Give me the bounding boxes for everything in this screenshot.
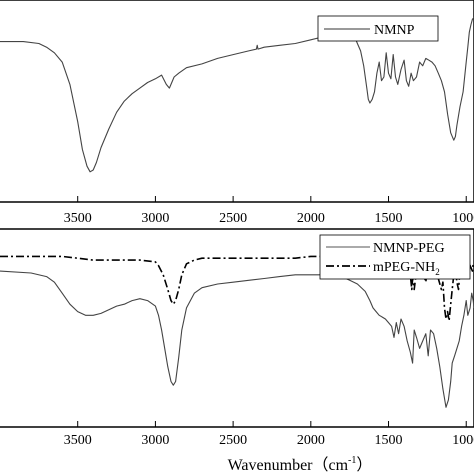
top-x-ticks	[77, 196, 467, 202]
top-series-group	[0, 17, 474, 173]
bottom-legend-box	[319, 234, 471, 280]
bottom-legend-label-nmnp-peg: NMNP-PEG	[373, 241, 445, 256]
bottom-legend: NMNP-PEG mPEG-NH2	[319, 234, 471, 280]
top-panel: 3500 3000 2500 2000 1500 1000 NMNP	[0, 0, 474, 226]
top-plot-frame	[0, 0, 474, 203]
bottom-x-ticks	[77, 421, 467, 427]
bottom-plot-frame	[0, 228, 474, 428]
top-x-tick-label: 2000	[297, 211, 325, 226]
bottom-legend-label-mpeg-nh2: mPEG-NH2	[373, 260, 440, 277]
x-axis-title: Wavenumber（cm-1）	[228, 455, 373, 474]
bottom-x-tick-label: 1000	[452, 433, 474, 448]
top-x-tick-label: 3000	[141, 211, 169, 226]
bottom-panel: 3500 3000 2500 2000 1500 1000 NMNP-PEG mPEG-N…	[0, 228, 474, 448]
bottom-x-tick-labels: 3500 3000 2500 2000 1500 1000	[64, 433, 474, 448]
top-series-line-0	[0, 17, 474, 173]
bottom-series-line-0	[0, 270, 474, 408]
top-x-tick-label: 3500	[64, 211, 92, 226]
bottom-x-tick-label: 2500	[219, 433, 247, 448]
top-x-tick-label: 2500	[219, 211, 247, 226]
bottom-x-tick-label: 3500	[64, 433, 92, 448]
top-x-tick-label: 1000	[452, 211, 474, 226]
bottom-x-tick-label: 1500	[375, 433, 403, 448]
top-legend-label-nmnp: NMNP	[374, 23, 415, 38]
top-x-tick-label: 1500	[375, 211, 403, 226]
bottom-x-tick-label: 2000	[297, 433, 325, 448]
bottom-x-tick-label: 3000	[141, 433, 169, 448]
top-x-tick-labels: 3500 3000 2500 2000 1500 1000	[64, 211, 474, 226]
top-legend: NMNP	[317, 15, 439, 42]
